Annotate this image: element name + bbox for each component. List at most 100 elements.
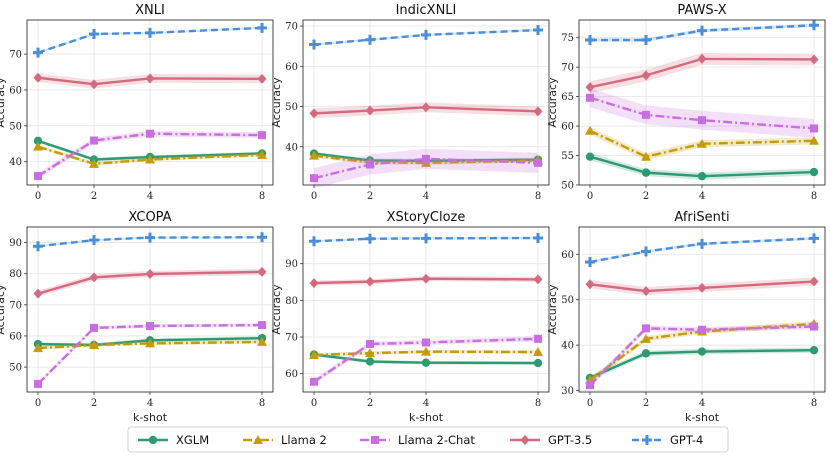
series-line (589, 129, 815, 158)
y-tick-label: 55 (561, 151, 574, 162)
data-point (698, 116, 706, 125)
data-point (34, 172, 42, 181)
data-point (33, 47, 43, 58)
data-point (642, 324, 650, 333)
series-gpt-3-5 (309, 273, 543, 289)
data-point (145, 232, 155, 243)
x-tick-label: 8 (535, 398, 541, 409)
data-point (533, 347, 543, 357)
data-point (585, 125, 595, 135)
y-axis-label: Accuracy (546, 284, 559, 335)
legend-label: Llama 2-Chat (398, 433, 475, 447)
series-llama-2-chat (310, 148, 542, 189)
data-point (641, 35, 651, 46)
y-tick-label: 90 (285, 259, 298, 270)
series-xglm (309, 350, 543, 368)
confidence-band (314, 336, 538, 385)
series-llama-2-chat (586, 322, 818, 390)
data-point (90, 136, 98, 145)
data-point (421, 102, 431, 113)
x-tick-label: 2 (91, 191, 97, 202)
data-point (697, 171, 707, 181)
series-line (589, 325, 815, 387)
data-point (145, 73, 155, 84)
y-tick-label: 60 (561, 122, 574, 133)
y-tick-label: 70 (561, 63, 574, 74)
legend: XGLM Llama 2 Llama 2-Chat GPT-3.5 GPT-4 (127, 426, 729, 453)
series-line (589, 348, 815, 380)
series-line (589, 237, 815, 264)
series-gpt-3-5 (33, 266, 267, 299)
data-point (810, 322, 818, 331)
legend-label: GPT-4 (670, 433, 703, 447)
plot-frame (578, 19, 826, 186)
y-tick-label: 40 (285, 142, 298, 153)
data-point (366, 339, 374, 348)
data-point (642, 110, 650, 119)
series-line (313, 28, 539, 46)
y-axis-label: Accuracy (270, 284, 283, 335)
data-point (421, 358, 431, 367)
data-point (641, 349, 651, 358)
data-point (533, 274, 543, 285)
data-point (365, 357, 375, 366)
series-gpt-3-5 (309, 102, 543, 119)
data-point (33, 241, 43, 252)
data-point (422, 338, 430, 347)
y-tick-label: 60 (285, 369, 298, 380)
data-point (641, 70, 651, 81)
x-tick-label: 0 (311, 398, 317, 409)
panel-title: PAWS-X (677, 3, 726, 18)
series-line (37, 336, 263, 347)
legend-item-llama-2: Llama 2 (243, 433, 327, 447)
confidence-band (590, 53, 814, 94)
series-llama-2 (33, 336, 267, 353)
series-line (313, 277, 539, 285)
data-point (89, 339, 99, 349)
data-point (585, 152, 595, 161)
data-point (365, 105, 375, 116)
series-xglm (585, 152, 819, 181)
data-point (586, 381, 594, 390)
plot-frame (26, 19, 274, 186)
plot-frame (578, 226, 826, 393)
x-tick-label: 0 (35, 398, 41, 409)
data-point (534, 334, 542, 343)
x-tick-label: 0 (35, 191, 41, 202)
panel-title: IndicXNLI (396, 3, 457, 18)
plot-frame (26, 226, 274, 393)
panel-xnli: XNLI 40 50 60 70 0 2 4 8 Accuracy (0, 3, 274, 202)
series-gpt-4 (33, 22, 267, 58)
series-llama-2 (33, 141, 267, 168)
data-point (365, 233, 375, 244)
legend-label: XGLM (176, 433, 209, 447)
data-point (809, 135, 819, 145)
data-point (145, 154, 155, 164)
y-tick-label: 60 (9, 331, 22, 342)
x-tick-label: 2 (367, 398, 373, 409)
y-axis-label: Accuracy (0, 77, 7, 128)
x-tick-label: 8 (811, 398, 817, 409)
series-llama-2-chat (310, 334, 542, 386)
y-tick-label: 50 (9, 121, 22, 132)
data-point (421, 29, 431, 40)
legend-item-xglm: XGLM (138, 433, 209, 447)
series-xglm (33, 136, 267, 164)
data-point (585, 35, 595, 46)
legend-label: Llama 2 (281, 433, 327, 447)
y-tick-label: 80 (9, 269, 22, 280)
data-point (697, 347, 707, 356)
series-gpt-4 (309, 25, 543, 50)
data-point (533, 25, 543, 36)
series-gpt-4 (33, 232, 267, 252)
x-tick-label: 8 (811, 191, 817, 202)
y-tick-label: 60 (285, 62, 298, 73)
data-point (145, 27, 155, 38)
data-point (697, 282, 707, 293)
data-point (641, 151, 651, 161)
data-point (309, 150, 319, 160)
x-tick-label: 4 (423, 191, 429, 202)
y-tick-label: 30 (561, 386, 574, 397)
data-point (310, 377, 318, 386)
data-point (586, 93, 594, 102)
